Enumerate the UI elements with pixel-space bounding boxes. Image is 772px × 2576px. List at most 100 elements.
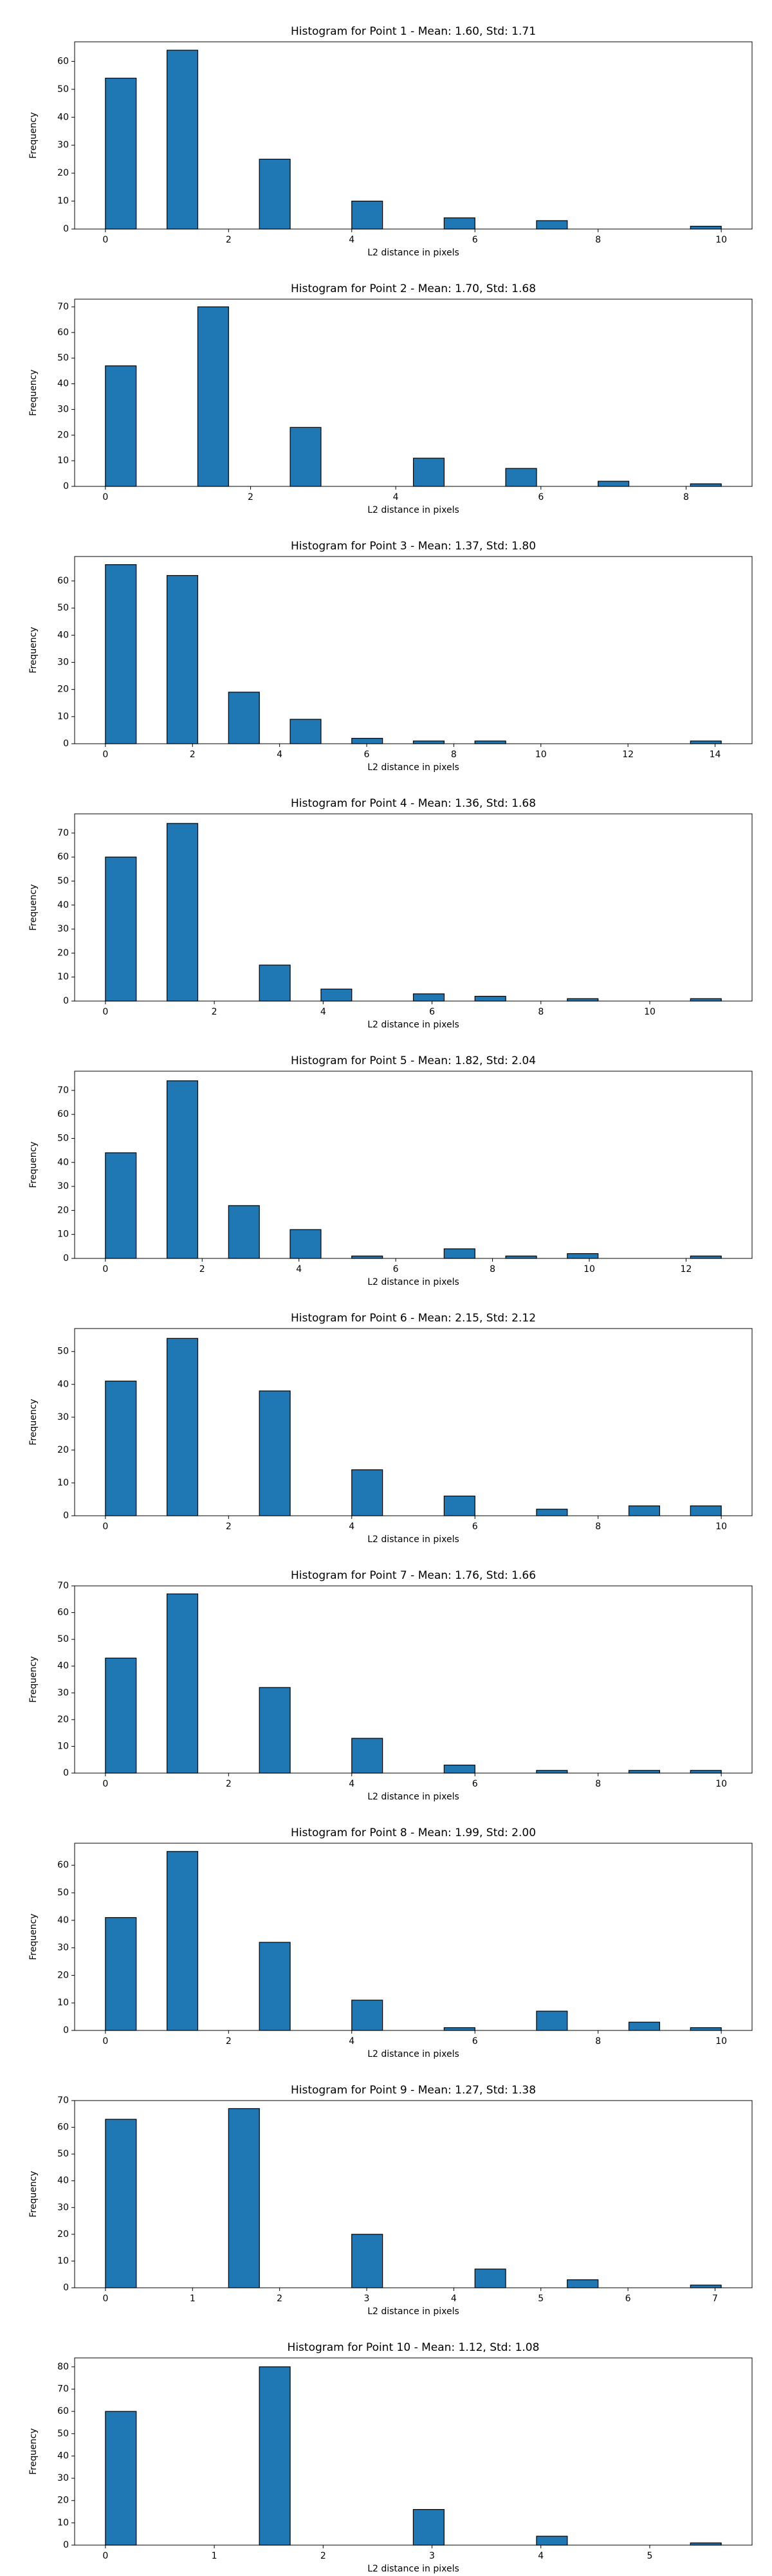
- y-tick-label: 60: [57, 1608, 69, 1618]
- histogram-bar: [412, 741, 445, 744]
- x-tick-label: 1: [190, 2294, 196, 2304]
- y-tick-label: 0: [63, 224, 69, 234]
- y-tick-label: 0: [63, 996, 69, 1006]
- y-tick-label: 30: [57, 140, 69, 151]
- x-tick-label: 6: [625, 2294, 631, 2304]
- histogram-bar: [443, 217, 475, 230]
- y-tick-label: 30: [57, 924, 69, 934]
- histogram-bar: [259, 1942, 291, 2031]
- y-tick-label: 40: [57, 900, 69, 910]
- histogram-bar: [505, 468, 537, 487]
- histogram-bar: [166, 823, 199, 1002]
- x-tick-label: 2: [199, 1264, 205, 1274]
- x-tick-label: 6: [364, 750, 370, 760]
- plot-frame: [74, 556, 753, 744]
- y-tick-label: 40: [57, 2176, 69, 2186]
- histogram-bar: [412, 993, 445, 1002]
- histogram-bar: [166, 50, 199, 230]
- chart-title: Histogram for Point 5 - Mean: 1.82, Std:…: [291, 1054, 536, 1067]
- chart-panel: Histogram for Point 1 - Mean: 1.60, Std:…: [28, 25, 753, 258]
- histogram-bar: [443, 1495, 475, 1516]
- histogram-bar: [690, 2285, 722, 2288]
- x-tick-label: 10: [535, 750, 547, 760]
- chart-panel: Histogram for Point 8 - Mean: 1.99, Std:…: [28, 1826, 753, 2059]
- y-tick-label: 10: [57, 1478, 69, 1488]
- chart-panel: Histogram for Point 5 - Mean: 1.82, Std:…: [28, 1054, 753, 1287]
- x-tick-label: 0: [102, 1264, 108, 1274]
- histogram-bar: [351, 2234, 383, 2288]
- histogram-bar: [320, 988, 353, 1002]
- histogram-bar: [443, 1764, 475, 1774]
- x-axis-label: L2 distance in pixels: [367, 762, 459, 773]
- x-tick-label: 2: [226, 235, 232, 245]
- y-tick-label: 30: [57, 1181, 69, 1191]
- x-tick-label: 10: [715, 2036, 727, 2047]
- y-tick-label: 30: [57, 2202, 69, 2213]
- x-tick-label: 2: [212, 1007, 217, 1017]
- y-tick-label: 50: [57, 2429, 69, 2439]
- y-tick-label: 50: [57, 353, 69, 363]
- y-tick-label: 30: [57, 657, 69, 667]
- histogram-bar: [412, 2508, 445, 2546]
- x-tick-label: 4: [393, 492, 399, 502]
- y-tick-label: 70: [57, 2384, 69, 2395]
- x-tick-label: 6: [393, 1264, 399, 1274]
- histogram-bar: [443, 1248, 475, 1259]
- histogram-bar: [690, 226, 722, 230]
- y-tick-label: 0: [63, 1768, 69, 1778]
- y-tick-label: 0: [63, 739, 69, 749]
- x-tick-label: 6: [538, 492, 544, 502]
- histogram-bar: [443, 2027, 475, 2031]
- y-tick-label: 0: [63, 2540, 69, 2550]
- histogram-bar: [351, 1255, 383, 1259]
- histogram-bar: [228, 1205, 260, 1259]
- x-tick-label: 2: [320, 2551, 326, 2561]
- x-tick-label: 1: [212, 2551, 217, 2561]
- x-tick-label: 8: [595, 235, 601, 245]
- x-axis-label: L2 distance in pixels: [367, 2049, 459, 2059]
- histogram-bar: [690, 1255, 722, 1259]
- y-tick-label: 60: [57, 2122, 69, 2133]
- plot-frame: [74, 299, 753, 487]
- y-tick-label: 20: [57, 2496, 69, 2506]
- y-axis-label: Frequency: [28, 1399, 39, 1445]
- y-axis-label: Frequency: [28, 2428, 39, 2474]
- y-tick-label: 60: [57, 576, 69, 586]
- histogram-bar: [351, 2000, 383, 2031]
- y-axis-label: Frequency: [28, 1141, 39, 1188]
- x-tick-label: 2: [226, 1522, 232, 1532]
- y-tick-label: 20: [57, 1205, 69, 1215]
- plot-frame: [74, 2357, 753, 2546]
- x-tick-label: 8: [538, 1007, 544, 1017]
- y-tick-label: 30: [57, 1412, 69, 1422]
- histogram-bar: [567, 1253, 599, 1259]
- y-tick-label: 0: [63, 1511, 69, 1521]
- x-tick-label: 8: [683, 492, 689, 502]
- histogram-bar: [505, 1255, 537, 1259]
- x-tick-label: 3: [429, 2551, 435, 2561]
- x-tick-label: 14: [710, 750, 721, 760]
- plot-frame: [74, 1328, 753, 1516]
- y-tick-label: 50: [57, 603, 69, 613]
- x-tick-label: 2: [190, 750, 196, 760]
- plot-frame: [74, 2100, 753, 2288]
- y-tick-label: 40: [57, 1157, 69, 1168]
- chart-title: Histogram for Point 10 - Mean: 1.12, Std…: [288, 2341, 540, 2354]
- chart-panel: Histogram for Point 6 - Mean: 2.15, Std:…: [28, 1312, 753, 1545]
- histogram-bar: [228, 2108, 260, 2288]
- y-axis-label: Frequency: [28, 627, 39, 673]
- y-axis-label: Frequency: [28, 369, 39, 416]
- y-tick-label: 40: [57, 1661, 69, 1671]
- histogram-bar: [166, 1593, 199, 1774]
- y-tick-label: 60: [57, 2406, 69, 2416]
- y-tick-label: 40: [57, 379, 69, 389]
- plot-frame: [74, 813, 753, 1002]
- x-tick-label: 10: [715, 235, 727, 245]
- histogram-bar: [290, 719, 322, 744]
- x-tick-label: 4: [296, 1264, 302, 1274]
- chart-panel: Histogram for Point 9 - Mean: 1.27, Std:…: [28, 2084, 753, 2317]
- y-tick-label: 40: [57, 1915, 69, 1926]
- histogram-bar: [567, 2279, 599, 2288]
- y-tick-label: 20: [57, 685, 69, 695]
- chart-panel: Histogram for Point 4 - Mean: 1.36, Std:…: [28, 797, 753, 1030]
